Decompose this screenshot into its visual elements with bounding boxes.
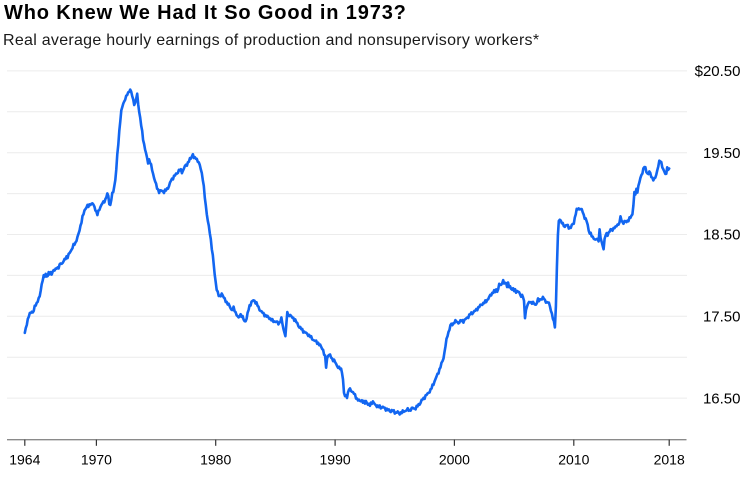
svg-text:19.50: 19.50 [703,145,741,162]
svg-text:17.50: 17.50 [703,309,741,326]
svg-text:2018: 2018 [654,452,685,468]
svg-text:2010: 2010 [558,452,589,468]
svg-text:1970: 1970 [81,452,112,468]
svg-text:16.50: 16.50 [703,390,741,407]
svg-text:1964: 1964 [9,452,40,468]
svg-text:18.50: 18.50 [703,227,741,244]
svg-text:$20.50: $20.50 [695,63,741,80]
svg-text:2000: 2000 [439,452,470,468]
svg-text:1980: 1980 [200,452,231,468]
svg-text:1990: 1990 [320,452,351,468]
